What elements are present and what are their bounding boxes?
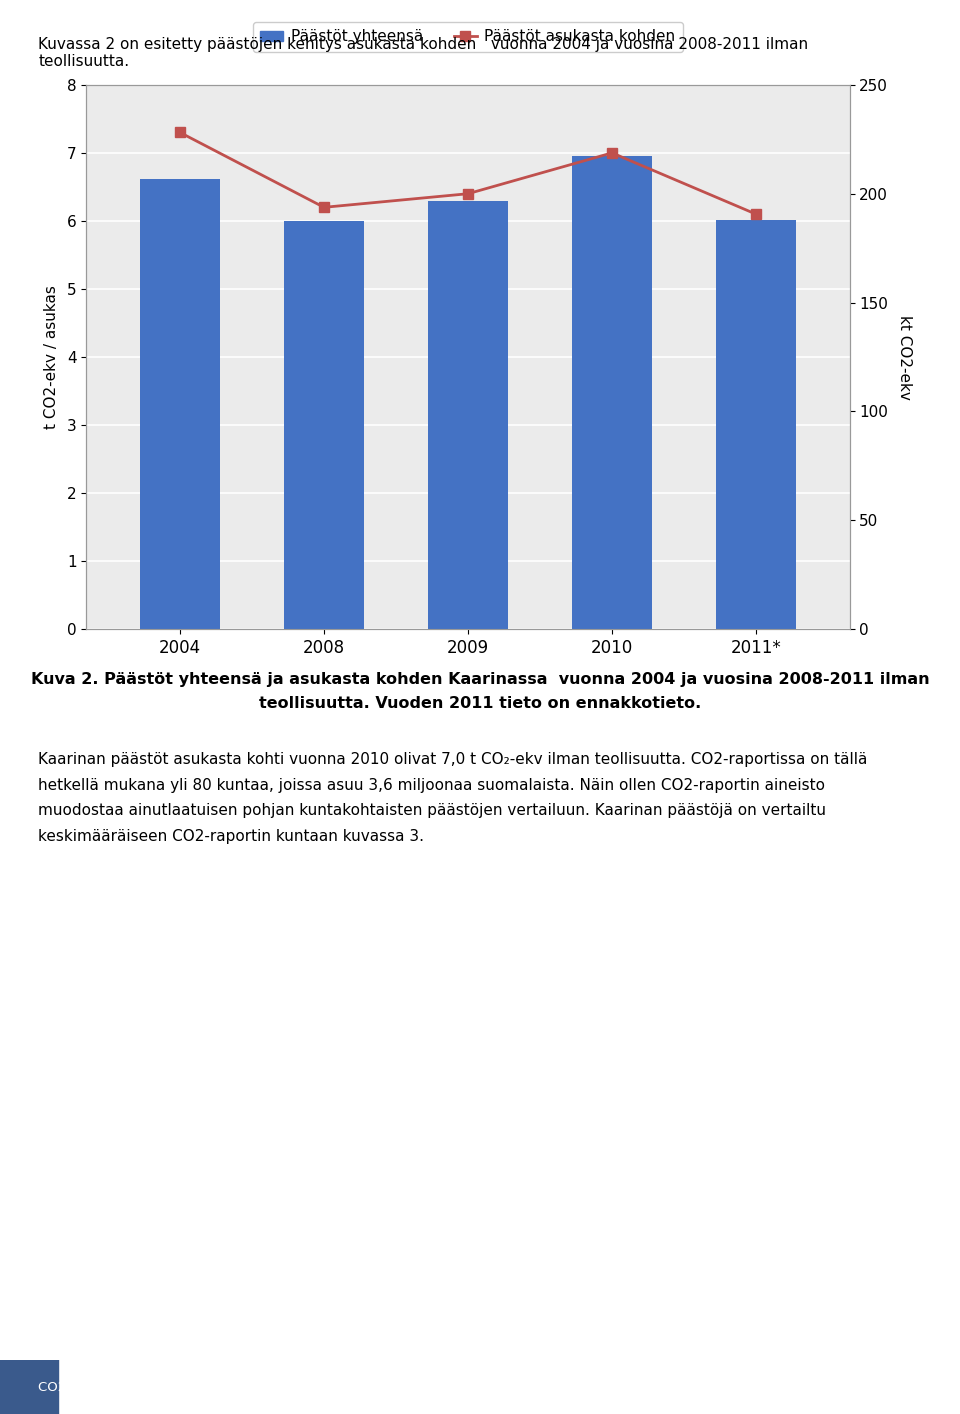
Text: hetkellä mukana yli 80 kuntaa, joissa asuu 3,6 miljoonaa suomalaista. Näin ollen: hetkellä mukana yli 80 kuntaa, joissa as… — [38, 778, 826, 793]
Text: Kaarinan päästöt asukasta kohti vuonna 2010 olivat 7,0 t CO₂-ekv ilman teollisuu: Kaarinan päästöt asukasta kohti vuonna 2… — [38, 752, 868, 768]
Legend: Päästöt yhteensä, Päästöt asukasta kohden: Päästöt yhteensä, Päästöt asukasta kohde… — [252, 21, 684, 52]
Text: 6: 6 — [916, 1377, 931, 1397]
Bar — [428, 201, 508, 629]
Text: CO2-RAPORTTI  |  BENVIROC OY 2012: CO2-RAPORTTI | BENVIROC OY 2012 — [38, 1380, 286, 1394]
Text: Kuva 2. Päästöt yhteensä ja asukasta kohden Kaarinassa  vuonna 2004 ja vuosina 2: Kuva 2. Päästöt yhteensä ja asukasta koh… — [31, 672, 929, 687]
Text: keskimääräiseen CO2-raportin kuntaan kuvassa 3.: keskimääräiseen CO2-raportin kuntaan kuv… — [38, 829, 424, 844]
Text: teollisuutta. Vuoden 2011 tieto on ennakkotieto.: teollisuutta. Vuoden 2011 tieto on ennak… — [259, 696, 701, 711]
Text: Kuvassa 2 on esitetty päästöjen kehitys asukasta kohden   vuonna 2004 ja vuosina: Kuvassa 2 on esitetty päästöjen kehitys … — [38, 37, 808, 52]
Bar — [140, 178, 220, 629]
Bar — [572, 157, 652, 629]
FancyArrow shape — [0, 1355, 58, 1414]
Text: teollisuutta.: teollisuutta. — [38, 54, 130, 69]
Bar — [284, 221, 364, 629]
Y-axis label: kt CO2-ekv: kt CO2-ekv — [897, 314, 912, 400]
Bar — [716, 219, 796, 629]
Y-axis label: t CO2-ekv / asukas: t CO2-ekv / asukas — [43, 286, 59, 428]
Text: muodostaa ainutlaatuisen pohjan kuntakohtaisten päästöjen vertailuun. Kaarinan p: muodostaa ainutlaatuisen pohjan kuntakoh… — [38, 803, 827, 819]
